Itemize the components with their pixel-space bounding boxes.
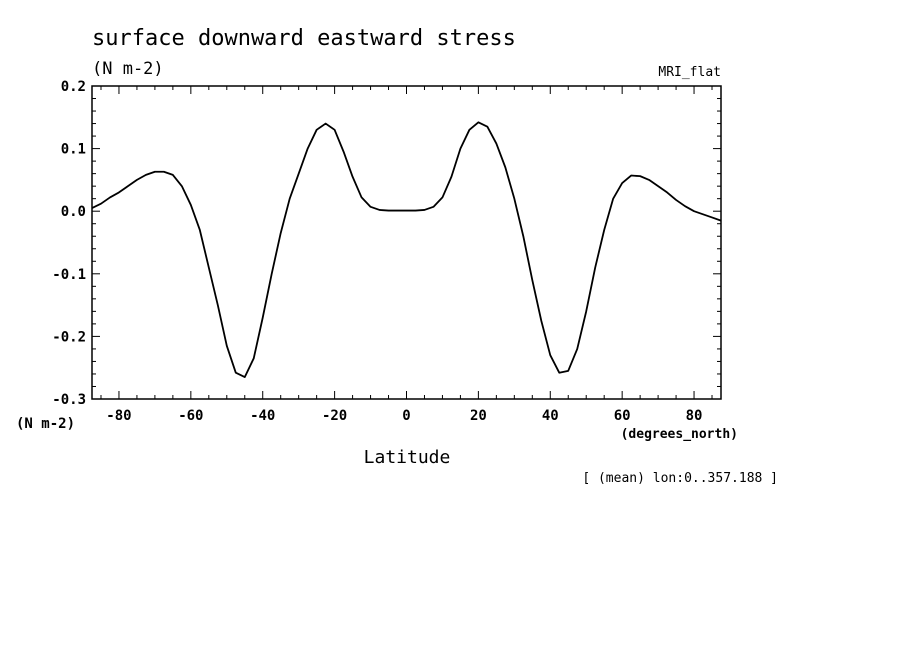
x-tick-label: 40 <box>542 408 559 424</box>
y-tick-labels: 0.2 0.1 0.0 -0.1 -0.2 -0.3 <box>52 79 86 408</box>
y-tick-label: -0.1 <box>52 267 86 283</box>
x-unit-label: (degrees_north) <box>621 427 738 442</box>
y-tick-label: -0.2 <box>52 329 86 345</box>
x-tick-label: 0 <box>402 408 410 424</box>
y-unit-label: (N m-2) <box>16 416 75 432</box>
chart-subtitle: (N m-2) <box>92 59 164 79</box>
x-tick-label: -20 <box>322 408 347 424</box>
y-tick-label: 0.0 <box>61 204 86 220</box>
x-axis-label: Latitude <box>364 447 451 468</box>
series-line <box>91 121 722 378</box>
y-tick-label: 0.2 <box>61 79 86 95</box>
footnote: [ (mean) lon:0..357.188 ] <box>582 471 778 486</box>
y-tick-label: 0.1 <box>61 142 86 158</box>
x-tick-labels: -80 -60 -40 -20 0 20 40 60 80 <box>106 408 702 424</box>
x-tick-label: 60 <box>614 408 631 424</box>
x-tick-label: -40 <box>250 408 275 424</box>
x-tick-label: -80 <box>106 408 131 424</box>
model-label: MRI_flat <box>658 65 721 80</box>
y-tick-label: -0.3 <box>52 392 86 408</box>
plot-frame <box>91 85 722 400</box>
ticks-layer <box>92 85 721 400</box>
x-tick-label: 20 <box>470 408 487 424</box>
x-tick-label: -60 <box>178 408 203 424</box>
x-tick-label: 80 <box>686 408 703 424</box>
chart-title: surface downward eastward stress <box>92 26 516 51</box>
